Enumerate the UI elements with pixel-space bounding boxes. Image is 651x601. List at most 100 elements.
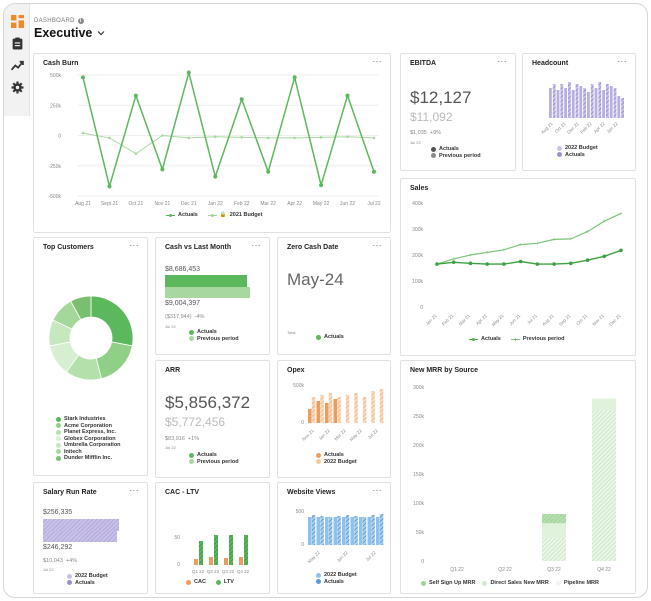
actuals-point xyxy=(345,93,350,98)
chart-legend: Actuals 2022 Budget xyxy=(316,452,357,465)
legend-label: Actuals xyxy=(75,579,95,586)
legend-item: Stark Industries xyxy=(56,416,121,423)
headcount-chart: Aug 21 Oct 21 Dec 21 Feb 22 Apr 22 Jun 22 xyxy=(540,82,624,135)
legend-label: Planet Express, Inc. xyxy=(64,429,116,436)
actuals-point xyxy=(485,262,489,266)
previous-bar xyxy=(165,287,250,298)
actuals-series-line xyxy=(436,249,622,265)
budget-bar xyxy=(354,393,358,423)
top-customers-card: Top Customers ··· Stark Industries Acme C… xyxy=(33,237,148,476)
card-menu-button[interactable]: ··· xyxy=(372,57,382,66)
card-title: Zero Cash Date xyxy=(287,244,339,251)
x-tick-label: Mar 21 xyxy=(458,313,472,327)
arr-value: $5,856,372 xyxy=(165,393,251,412)
budget-bar xyxy=(43,519,119,531)
y-tick-label: 200k xyxy=(412,253,423,259)
actuals-point xyxy=(133,93,138,98)
website-views-card: Website Views ··· 500 0 May 22 Jun 22 Jul 22… xyxy=(277,482,391,594)
chevron-down-icon[interactable] xyxy=(97,30,105,36)
x-tick-label: May 21 xyxy=(491,313,505,327)
budget-point xyxy=(319,136,323,139)
headcount-bar xyxy=(609,86,613,118)
sidebar xyxy=(4,4,30,116)
budget-bar xyxy=(345,395,350,423)
x-tick-label: Q2 22 xyxy=(498,567,512,573)
y-tick-label: 0 xyxy=(58,134,61,140)
x-tick-label: Oct 21 xyxy=(554,121,567,134)
headcount-bar xyxy=(549,88,552,118)
card-title: Top Customers xyxy=(43,244,94,251)
x-tick-label: Q3 22 xyxy=(222,569,235,574)
page-header: DASHBOARD i Executive xyxy=(34,18,105,40)
card-menu-button[interactable]: ··· xyxy=(129,241,139,250)
page-title: Executive xyxy=(34,26,93,40)
x-tick-label: Jul 22 xyxy=(367,428,379,440)
x-tick-label: Aug 21 xyxy=(75,201,91,207)
y-tick-label: 300k xyxy=(412,227,423,233)
actuals-bar xyxy=(333,399,337,423)
card-menu-button[interactable]: ··· xyxy=(617,57,627,66)
legend-item: Globex Corporation xyxy=(56,436,121,443)
legend-label: Initech xyxy=(64,448,82,455)
headcount-card: Headcount ··· Aug 21 Oct 21 Dec 21 Feb 22 Ap… xyxy=(522,53,636,171)
stack-segment xyxy=(542,537,566,561)
actuals-point xyxy=(372,169,376,174)
info-icon[interactable]: i xyxy=(77,18,84,24)
x-tick-label: Jun 22 xyxy=(336,550,349,563)
zero-cash-value: May-24 xyxy=(287,270,344,289)
y-tick-label: 100k xyxy=(412,279,423,285)
opex-card: Opex 500k 0 Nov 21 Jan 22 Mar 22 May 22 Jul 22… xyxy=(277,360,391,478)
cac-bar xyxy=(224,558,228,565)
legend-label: Dunder Mifflin Inc. xyxy=(64,455,112,462)
card-title: Cash vs Last Month xyxy=(165,244,232,251)
y-tick-label: 100k xyxy=(413,501,424,507)
card-title: Website Views xyxy=(287,489,336,496)
chart-legend: Actuals 🔒 2021 Budget xyxy=(166,212,262,218)
y-tick-label: -500k xyxy=(48,194,61,200)
x-tick-label: Jul 21 xyxy=(526,313,538,325)
x-tick-label: Oct 21 xyxy=(575,313,588,326)
card-menu-button[interactable]: ··· xyxy=(251,241,261,250)
x-tick-label: Dec 21 xyxy=(566,121,580,135)
actuals-point xyxy=(266,169,271,174)
legend-item: Umbrella Corporation xyxy=(56,442,121,449)
dashboard-icon[interactable] xyxy=(8,12,26,30)
actuals-bar xyxy=(354,516,358,545)
previous-point: + xyxy=(619,211,623,217)
legend-label: 2022 Budget xyxy=(324,458,357,465)
meta-date: Jul 22 xyxy=(165,445,176,450)
clipboard-icon[interactable] xyxy=(8,34,26,52)
chart-legend: Actuals xyxy=(316,334,344,341)
x-tick-label: Q2 22 xyxy=(207,569,220,574)
x-tick-label: Aug 21 xyxy=(541,313,555,327)
card-menu-button[interactable]: ··· xyxy=(497,57,507,66)
chart-legend: 2022 Budget Actuals xyxy=(557,145,598,158)
x-tick-label: Q1 22 xyxy=(192,569,205,574)
stack-segment xyxy=(542,523,566,538)
budget-point xyxy=(372,136,376,140)
gear-icon[interactable] xyxy=(8,78,26,96)
opex-chart: 500k 0 Nov 21 Jan 22 Mar 22 May 22 Jul 22 xyxy=(293,383,384,442)
card-menu-button[interactable]: ··· xyxy=(129,486,139,495)
change-meta: ($317,944) -4% xyxy=(165,314,205,320)
legend-label: Umbrella Corporation xyxy=(64,442,121,449)
actuals-point xyxy=(160,167,165,172)
legend-label: Pipeline MRR xyxy=(563,580,599,586)
cac-bar xyxy=(239,557,243,565)
card-title: Cash Burn xyxy=(43,60,79,67)
card-menu-button[interactable]: ··· xyxy=(372,486,382,495)
card-menu-button[interactable]: ··· xyxy=(372,241,382,250)
trend-icon[interactable] xyxy=(8,56,26,74)
legend-label: Previous period xyxy=(197,335,239,342)
legend-label: Actuals xyxy=(324,334,344,341)
previous-value: $9,004,397 xyxy=(165,300,201,307)
svg-text:+: + xyxy=(514,337,518,342)
legend-label: Previous period xyxy=(522,336,565,342)
legend-label: 2022 Budget xyxy=(324,572,357,579)
ebitda-card: EBITDA ··· $12,127 $11,092 $1,035 +9% Ju… xyxy=(400,53,516,171)
actuals-point xyxy=(451,260,456,265)
budget-bar xyxy=(342,517,346,545)
actuals-point xyxy=(502,262,506,266)
legend-label: Previous period xyxy=(439,152,481,159)
